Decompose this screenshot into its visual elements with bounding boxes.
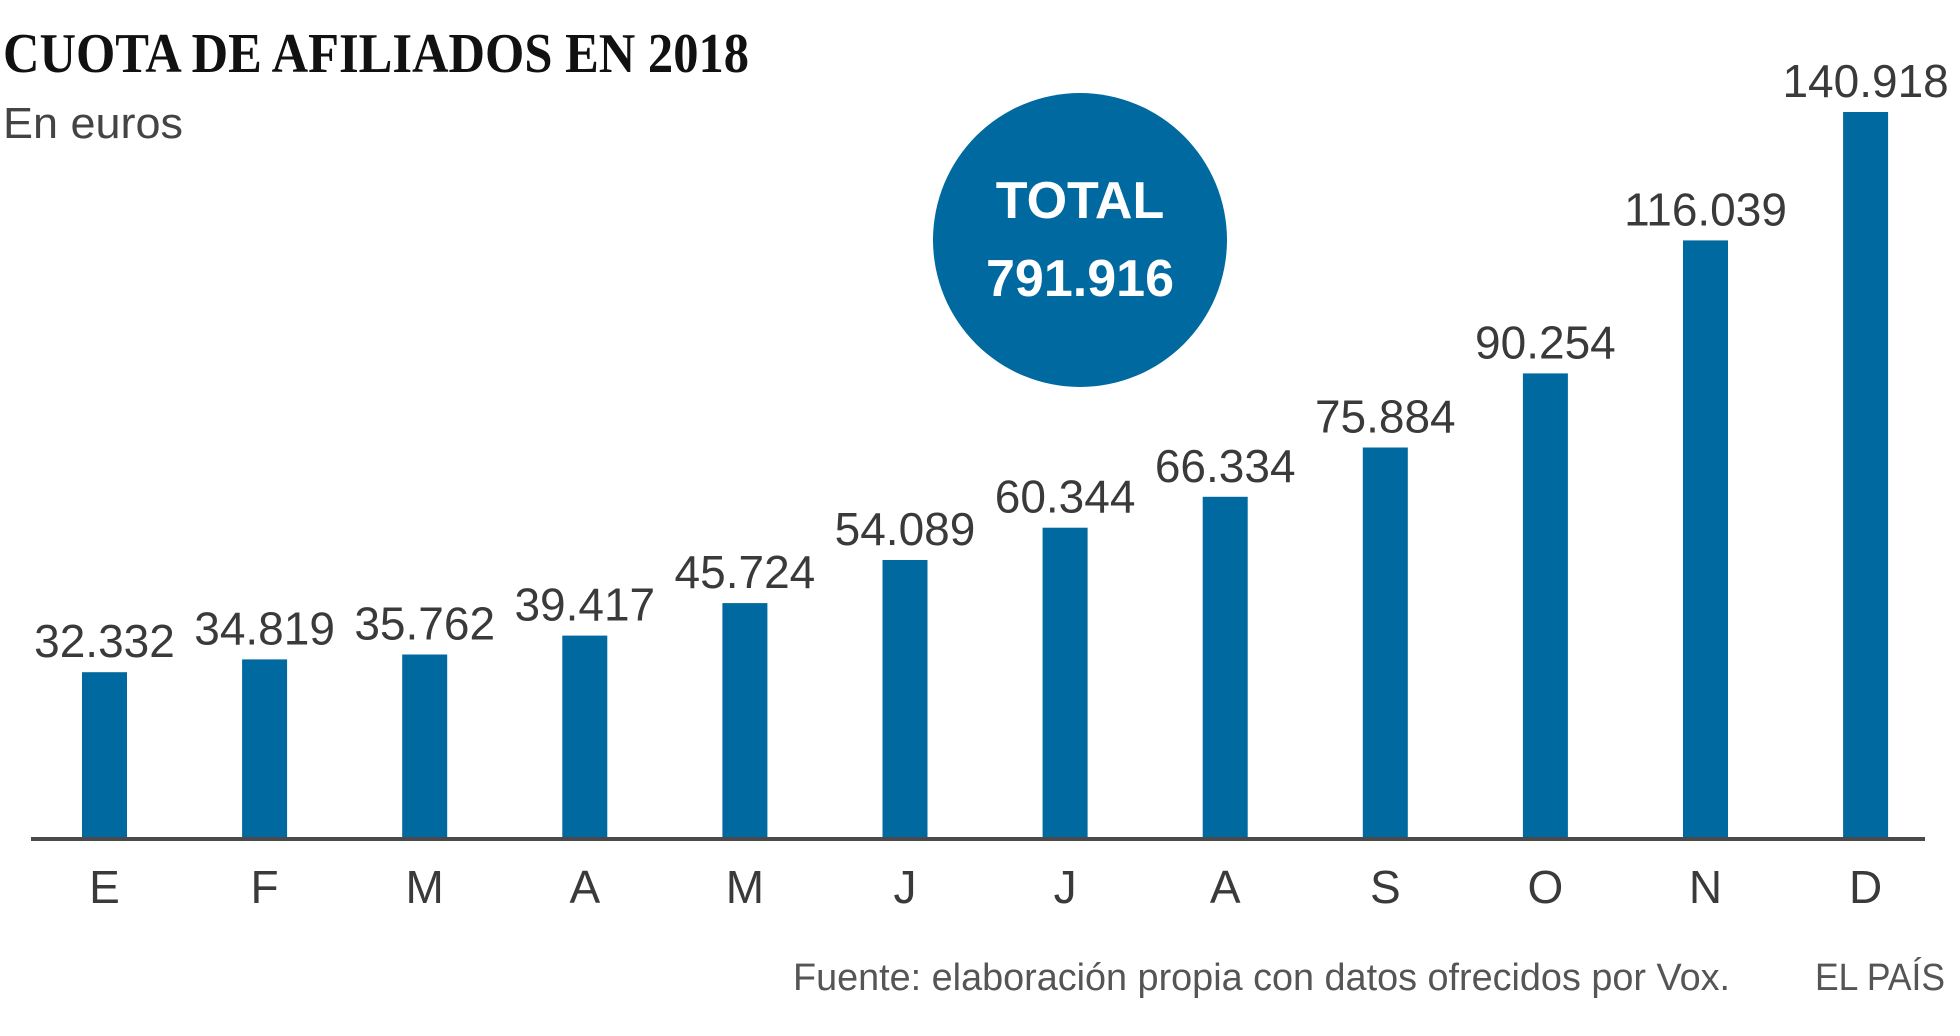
value-label-6: 60.344 bbox=[995, 471, 1136, 523]
month-label-6: J bbox=[1054, 861, 1077, 913]
bar-5 bbox=[882, 560, 928, 839]
value-label-5: 54.089 bbox=[835, 503, 976, 555]
total-value: 791.916 bbox=[986, 250, 1174, 308]
bars-group bbox=[82, 112, 1889, 839]
chart-subtitle: En euros bbox=[3, 99, 183, 148]
bar-4 bbox=[722, 603, 768, 839]
value-label-0: 32.332 bbox=[34, 615, 175, 667]
value-label-8: 75.884 bbox=[1315, 391, 1456, 443]
value-label-9: 90.254 bbox=[1475, 316, 1616, 368]
bar-10 bbox=[1683, 240, 1728, 839]
value-label-7: 66.334 bbox=[1155, 440, 1296, 492]
value-label-11: 140.918 bbox=[1782, 55, 1948, 107]
total-label: TOTAL bbox=[996, 172, 1165, 230]
bar-3 bbox=[562, 635, 608, 839]
bar-2 bbox=[402, 654, 448, 839]
credit-label: EL PAÍS bbox=[1815, 956, 1945, 999]
month-label-10: N bbox=[1689, 861, 1722, 913]
value-labels-group: 32.332 34.819 35.762 39.417 45.724 54.089 60.3… bbox=[34, 55, 1949, 667]
month-label-5: J bbox=[894, 861, 917, 913]
bar-8 bbox=[1362, 447, 1408, 839]
source-note: Fuente: elaboración propia con datos ofr… bbox=[793, 957, 1730, 999]
total-circle bbox=[933, 93, 1227, 387]
month-label-9: O bbox=[1528, 861, 1564, 913]
value-label-3: 39.417 bbox=[514, 579, 655, 631]
total-badge: TOTAL 791.916 bbox=[933, 93, 1227, 387]
bar-11 bbox=[1843, 112, 1889, 839]
chart-title: CUOTA DE AFILIADOS EN 2018 bbox=[3, 23, 749, 85]
month-label-3: A bbox=[569, 861, 600, 913]
value-label-10: 116.039 bbox=[1624, 183, 1787, 235]
month-label-4: M bbox=[726, 861, 764, 913]
month-label-0: E bbox=[89, 861, 120, 913]
bar-9 bbox=[1522, 373, 1568, 839]
bar-0 bbox=[82, 672, 127, 839]
bar-6 bbox=[1042, 527, 1088, 839]
month-label-2: M bbox=[406, 861, 444, 913]
value-label-4: 45.724 bbox=[675, 546, 816, 598]
month-label-8: S bbox=[1370, 861, 1401, 913]
month-label-1: F bbox=[251, 861, 279, 913]
bar-1 bbox=[242, 659, 288, 839]
month-label-7: A bbox=[1210, 861, 1241, 913]
month-label-11: D bbox=[1849, 861, 1882, 913]
bar-7 bbox=[1202, 496, 1248, 839]
value-label-1: 34.819 bbox=[194, 602, 335, 654]
value-label-2: 35.762 bbox=[354, 598, 495, 650]
